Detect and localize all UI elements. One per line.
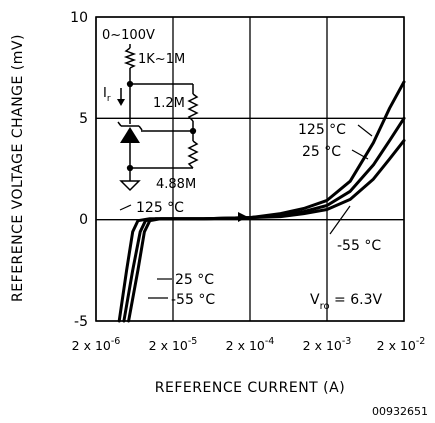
ground-icon xyxy=(119,180,141,192)
x-tick-label: 2 x 10-6 xyxy=(72,336,121,353)
figure-id: 00932651 xyxy=(372,405,428,418)
series-label-125c-right: 125 °C xyxy=(298,122,346,138)
resistor-3 xyxy=(187,140,199,169)
circuit-ir-label: Ir xyxy=(103,86,111,104)
series-label-25c: 25 °C xyxy=(175,272,214,288)
vro-label: Vro = 6.3V xyxy=(310,292,382,312)
x-axis-label: REFERENCE CURRENT (A) xyxy=(155,380,345,396)
y-axis-label: REFERENCE VOLTAGE CHANGE (mV) xyxy=(10,34,26,302)
current-arrow-icon xyxy=(117,99,125,106)
y-tick-label: 0 xyxy=(79,212,88,228)
series-label-125c: 125 °C xyxy=(136,200,184,216)
y-tick-label: 10 xyxy=(70,10,88,26)
zener-diode-icon xyxy=(120,127,140,143)
series-label-minus55c-right: -55 °C xyxy=(337,238,381,254)
resistor-2 xyxy=(187,93,199,122)
series-label-25c-right: 25 °C xyxy=(302,144,341,160)
circuit-r3-label: 4.88M xyxy=(156,177,196,192)
series-lines xyxy=(117,80,406,323)
y-tick-label: 5 xyxy=(79,111,88,127)
x-tick-label: 2 x 10-3 xyxy=(303,336,352,353)
x-tick-label: 2 x 10-5 xyxy=(149,336,198,353)
x-tick-label: 2 x 10-4 xyxy=(226,336,275,353)
test-circuit: 0~100V 1K~1M Ir 1.2M xyxy=(102,28,199,192)
circuit-r2-label: 1.2M xyxy=(153,96,185,111)
curve-arrow-icon xyxy=(238,212,248,222)
series-labels-left: 125 °C 25 °C -55 °C xyxy=(119,200,215,308)
resistor-1 xyxy=(123,47,137,69)
series-label-minus55c: -55 °C xyxy=(171,292,215,308)
circuit-r1-label: 1K~1M xyxy=(138,52,185,67)
x-tick-label: 2 x 10-2 xyxy=(377,336,426,353)
grid xyxy=(95,16,405,322)
series-labels-right: 125 °C 25 °C -55 °C xyxy=(298,122,381,254)
circuit-supply-label: 0~100V xyxy=(102,28,155,43)
series-line-2 xyxy=(127,139,406,323)
y-tick-label: -5 xyxy=(74,314,88,330)
